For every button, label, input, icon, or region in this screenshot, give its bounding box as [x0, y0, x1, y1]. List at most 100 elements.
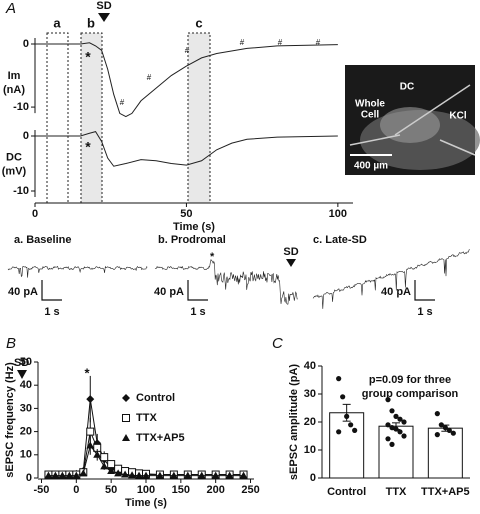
- x-axis-label: Time (s): [125, 497, 167, 509]
- marker: [239, 471, 248, 479]
- scale-label: 1 s: [44, 306, 59, 318]
- y-tick-label: 0: [26, 472, 32, 484]
- data-point: [401, 433, 407, 439]
- data-point: [389, 441, 395, 447]
- marker: [100, 462, 109, 470]
- y-tick-label: 0: [23, 38, 29, 50]
- data-point: [385, 422, 391, 428]
- trace-label: a. Baseline: [14, 234, 71, 246]
- sd-label: SD: [96, 0, 111, 12]
- sd-arrow: [98, 13, 110, 22]
- trace: [35, 131, 338, 167]
- marker: [122, 394, 130, 402]
- y-tick-label: 30: [20, 402, 32, 414]
- data-point: [385, 436, 391, 442]
- data-point: [389, 425, 395, 431]
- marker: [128, 471, 137, 479]
- annotation: group comparison: [362, 388, 459, 400]
- example-trace: [312, 249, 470, 309]
- marker: [86, 427, 95, 436]
- data-point: [401, 419, 407, 425]
- marker: [107, 467, 116, 475]
- x-tick-label: 250: [241, 484, 259, 496]
- scale-label: 1 s: [190, 306, 205, 318]
- data-point: [438, 422, 444, 428]
- data-point: [450, 430, 456, 436]
- bar: [329, 412, 365, 479]
- marker: [72, 471, 81, 479]
- x-tick-label: -50: [34, 484, 50, 496]
- inset-label: KCl: [449, 111, 466, 122]
- marker: [86, 441, 95, 449]
- y-axis-label: (nA): [3, 84, 25, 96]
- data-point: [442, 425, 448, 431]
- hash: #: [316, 38, 321, 47]
- window-label: b: [87, 15, 95, 30]
- x-tick-label: 100: [137, 484, 155, 496]
- marker: [93, 450, 102, 458]
- electrode: [394, 84, 471, 136]
- hash: #: [120, 98, 125, 107]
- x-tick-label: 50: [180, 208, 192, 220]
- marker: [44, 471, 53, 479]
- marker: [107, 460, 116, 469]
- scale-label: 1 s: [417, 306, 432, 318]
- legend-label: Control: [136, 392, 175, 404]
- data-point: [352, 427, 358, 433]
- y-axis-label: sEPSC frequency (Hz): [4, 362, 16, 478]
- marker: [114, 469, 123, 477]
- marker: [135, 471, 144, 479]
- data-point: [344, 413, 350, 419]
- marker: [100, 453, 109, 462]
- window-box: [80, 32, 103, 204]
- marker: [197, 471, 206, 479]
- y-tick-label: 40: [20, 379, 32, 391]
- x-tick-label: 100: [329, 208, 347, 220]
- inset-label: Cell: [361, 110, 380, 121]
- scale-label: 40 pA: [154, 286, 184, 298]
- sd-arrow: [17, 370, 27, 379]
- star: *: [210, 251, 215, 263]
- example-trace: [7, 265, 148, 278]
- electrode: [439, 139, 476, 156]
- y-tick-label: 30: [304, 388, 316, 400]
- hash: #: [147, 73, 152, 82]
- data-point: [336, 376, 342, 382]
- annotation: p=0.09 for three: [369, 374, 451, 386]
- y-tick-label: 20: [20, 426, 32, 438]
- data-point: [393, 426, 399, 432]
- inset-label: Whole: [355, 99, 385, 110]
- marker: [122, 434, 130, 441]
- x-tick-label: 0: [32, 208, 38, 220]
- legend-label: TTX: [136, 412, 157, 424]
- sd-arrow: [286, 259, 296, 267]
- marker: [225, 471, 234, 479]
- electrode: [349, 134, 401, 146]
- y-tick-label: 0: [23, 130, 29, 142]
- sd-label: SD: [14, 357, 29, 369]
- data-point: [434, 411, 440, 417]
- scale-bar: [187, 280, 208, 301]
- marker: [58, 471, 67, 479]
- trace: [35, 42, 338, 118]
- data-point: [393, 413, 399, 419]
- x-axis-label: Time (s): [173, 221, 215, 233]
- marker: [169, 471, 178, 479]
- marker: [211, 471, 220, 479]
- data-point: [389, 408, 395, 414]
- y-axis-label: DC: [6, 151, 22, 163]
- marker: [121, 470, 130, 478]
- panel-label: B: [6, 335, 16, 352]
- inset-label: DC: [400, 82, 414, 93]
- x-tick-label: 150: [172, 484, 190, 496]
- window-box: [187, 32, 211, 204]
- y-tick-label: 50: [20, 356, 32, 368]
- inset-label: 400 µm: [354, 161, 388, 172]
- data-point: [446, 427, 452, 433]
- marker: [51, 471, 60, 479]
- x-tick-label: 50: [105, 484, 117, 496]
- marker: [183, 471, 192, 479]
- data-point: [385, 397, 391, 403]
- y-tick-label: 10: [20, 449, 32, 461]
- scale-label: 40 pA: [8, 286, 38, 298]
